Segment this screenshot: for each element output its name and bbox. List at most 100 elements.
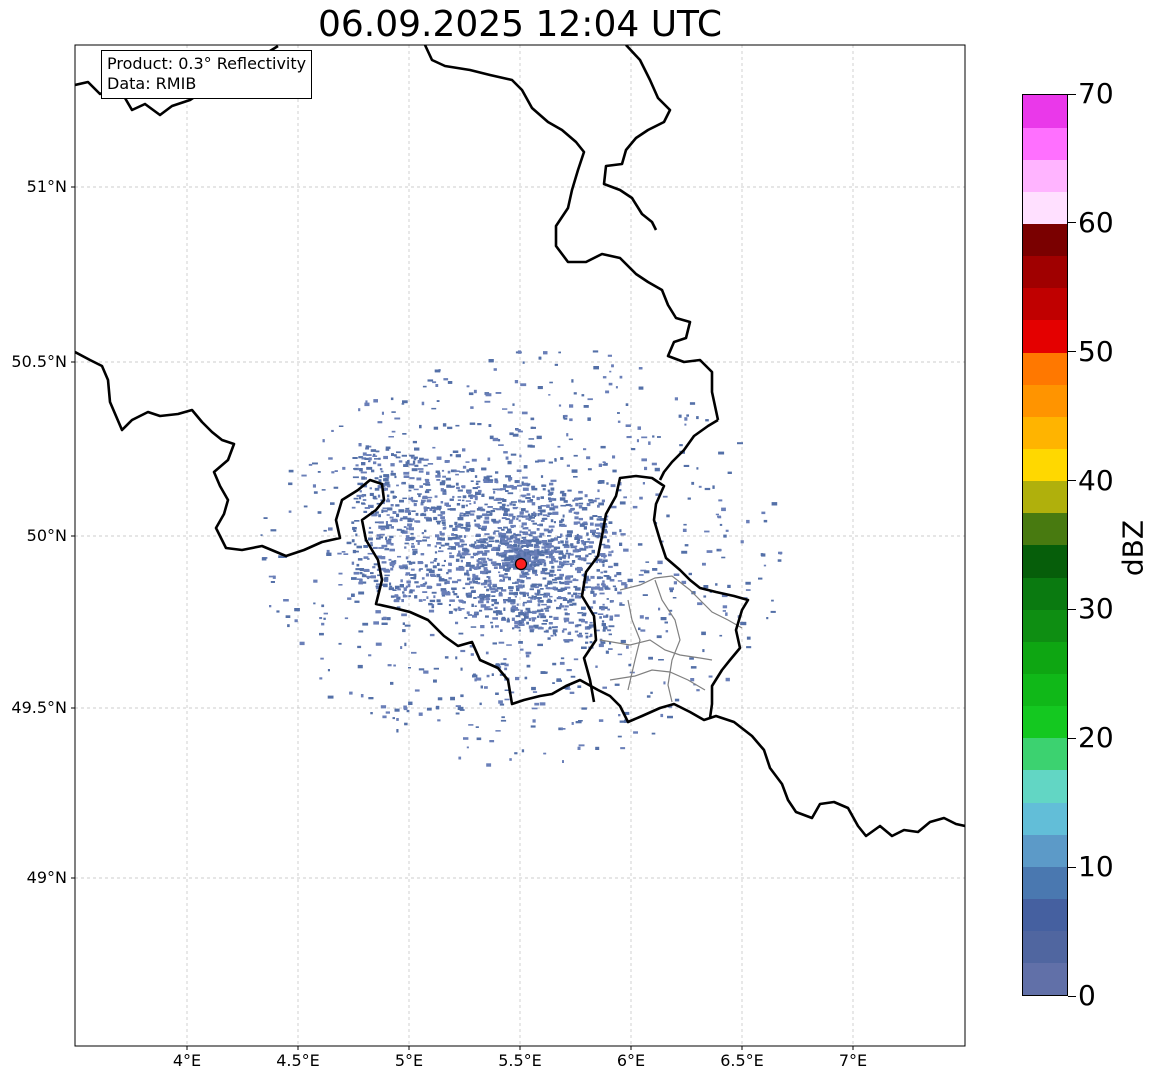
echo-pixel [492,546,499,549]
echo-pixel [399,499,404,503]
echo-pixel [472,674,478,678]
echo-pixel [484,533,490,536]
echo-pixel [560,504,567,507]
echo-pixel [573,392,577,395]
echo-pixel [474,496,478,501]
echo-pixel [547,535,551,537]
echo-pixel [573,585,578,588]
echo-pixel [488,424,492,427]
echo-pixel [674,397,678,401]
echo-pixel [407,519,413,523]
echo-pixel [377,421,383,424]
echo-pixel [550,479,557,482]
echo-pixel [338,572,343,575]
radar-site-marker [514,557,528,571]
echo-pixel [467,593,472,596]
echo-pixel [468,392,474,396]
echo-pixel [534,546,540,549]
echo-pixel [481,563,488,567]
echo-pixel [503,526,508,529]
echo-pixel [548,500,553,503]
echo-pixel [651,732,656,735]
echo-pixel [687,497,691,500]
echo-pixel [621,582,627,586]
echo-pixel [519,511,524,515]
echo-pixel [595,746,600,750]
echo-pixel [723,534,727,538]
echo-pixel [530,725,536,728]
echo-pixel [504,573,508,576]
echo-pixel [722,605,728,609]
echo-pixel [514,380,519,384]
echo-pixel [620,533,626,536]
colorbar-tick [1068,608,1076,610]
echo-pixel [376,534,382,537]
echo-pixel [443,559,446,562]
echo-pixel [455,567,461,571]
colorbar-segment [1023,191,1067,225]
echo-pixel [451,533,454,536]
echo-pixel [603,545,610,549]
admin-border [627,599,641,691]
echo-pixel [529,630,534,633]
echo-pixel [483,538,488,541]
echo-pixel [491,603,494,607]
latitude-tick-labels: 51°N 50.5°N 50°N 49.5°N 49°N [11,177,67,887]
echo-pixel [514,536,518,540]
echo-pixel [512,517,516,520]
echo-pixel [397,555,402,558]
echo-pixel [512,403,515,406]
echo-pixel [606,482,609,485]
echo-pixel [423,464,428,467]
echo-pixel [509,758,512,761]
echo-pixel [501,503,506,506]
echo-pixel [554,560,559,563]
echo-pixel [566,575,572,578]
echo-pixel [466,385,470,388]
echo-pixel [461,499,465,502]
echo-pixel [512,507,518,510]
echo-pixel [446,572,449,575]
echo-pixel [551,558,556,561]
echo-pixel [476,737,482,741]
echo-pixel [372,546,378,549]
echo-pixel [475,482,479,485]
echo-pixel [642,482,645,485]
echo-pixel [607,354,612,357]
echo-pixel [662,495,668,498]
echo-pixel [522,487,529,491]
echo-pixel [537,603,541,607]
echo-pixel [486,576,489,578]
echo-pixel [520,570,525,574]
echo-pixel [516,603,519,606]
echo-pixel [595,665,598,668]
echo-pixel [441,469,445,472]
echo-pixel [337,552,342,555]
echo-pixel [390,397,394,401]
echo-pixel [331,429,334,432]
echo-pixel [390,526,394,529]
echo-pixel [515,429,521,431]
echo-pixel [515,615,521,618]
echo-pixel [369,492,374,496]
echo-pixel [506,549,509,552]
echo-pixel [483,520,490,524]
echo-pixel [537,598,541,602]
echo-pixel [673,581,677,585]
echo-pixel [534,574,538,576]
echo-pixel [424,490,430,494]
echo-pixel [616,572,622,576]
echo-pixel [660,713,664,718]
echo-pixel [401,482,404,485]
echo-pixel [576,533,579,537]
echo-pixel [725,677,730,682]
echo-pixel [465,530,470,532]
echo-pixel [418,494,421,498]
echo-pixel [434,551,438,554]
echo-pixel [719,523,723,526]
echo-pixel [491,518,496,522]
echo-pixel [702,649,705,653]
echo-pixel [383,577,386,581]
echo-pixel [475,577,481,580]
